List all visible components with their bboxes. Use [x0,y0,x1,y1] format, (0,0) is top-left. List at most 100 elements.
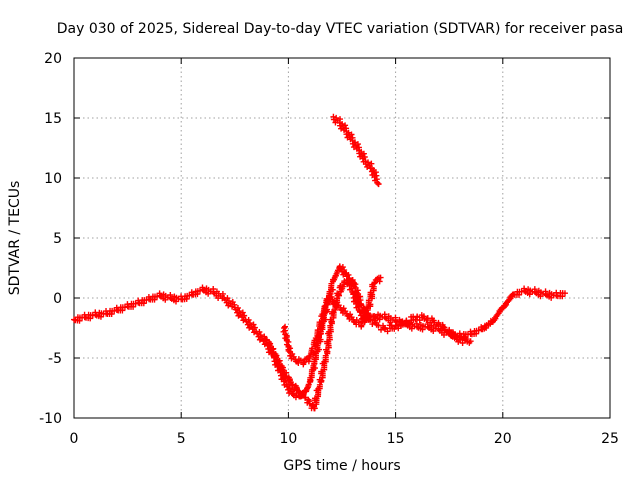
data-marker [348,131,355,138]
data-marker [329,286,336,293]
data-marker [306,400,313,407]
data-marker [321,303,328,310]
data-point [561,290,568,297]
data-marker [351,283,358,290]
data-marker [295,388,302,395]
x-axis-label: GPS time / hours [283,458,400,474]
data-marker [496,308,503,315]
data-marker [313,395,320,402]
data-marker [339,283,346,290]
data-marker [257,332,264,339]
gridlines [74,58,610,418]
data-marker [130,303,137,310]
data-marker [266,342,273,349]
data-marker [151,296,158,303]
data-marker [282,373,289,380]
data-marker [314,327,321,334]
data-marker [251,324,258,331]
data-marker [318,378,325,385]
data-marker [328,318,335,325]
x-tick-label: 15 [387,431,405,447]
axis-ticks: 0 5 10 15 20 25 -10 -5 0 5 10 15 20 [39,51,619,447]
x-tick-label: 20 [494,431,512,447]
data-marker [319,311,326,318]
data-marker [256,328,263,335]
series-3 [280,274,384,368]
data-marker [353,289,360,296]
data-marker [308,366,315,373]
x-tick-label: 10 [279,431,297,447]
series-1 [71,263,568,401]
data-marker [503,301,510,308]
data-marker [183,295,190,302]
y-axis-label: SDTVAR / TECUs [7,181,23,296]
data-marker [247,320,254,327]
data-marker [321,358,328,365]
data-marker [367,301,374,308]
data-marker [312,335,319,342]
data-marker [325,338,332,345]
data-marker [328,293,335,300]
data-marker [463,336,470,343]
x-tick-label: 5 [177,431,186,447]
data-marker [342,269,349,276]
data-marker [140,300,147,307]
data-marker [305,396,312,403]
y-tick-label: 20 [44,51,62,67]
data-marker [234,304,241,311]
data-marker [365,297,372,304]
data-marker [287,385,294,392]
data-marker [245,316,252,323]
data-marker [360,150,367,157]
series-4 [330,113,382,188]
y-tick-label: -10 [39,411,62,427]
data-marker [358,320,365,327]
data-marker [441,324,448,331]
data-marker [344,281,351,288]
data-marker [316,331,323,338]
data-marker [311,405,318,412]
data-marker [341,267,348,274]
data-marker [366,316,373,323]
data-marker [286,377,293,384]
data-marker [310,349,317,356]
data-marker [315,385,322,392]
data-marker [362,317,369,324]
data-marker [250,321,257,328]
data-marker [307,374,314,381]
data-point [377,274,384,281]
data-marker [446,328,453,335]
data-marker [292,382,299,389]
data-marker [406,320,412,327]
data-marker [261,333,268,340]
data-marker [372,279,379,286]
data-marker [483,324,490,331]
data-marker [369,291,376,298]
data-marker [326,328,333,335]
data-point [371,280,378,287]
data-marker [451,331,458,338]
data-marker [339,121,346,127]
data-marker [345,129,352,136]
data-marker [279,366,286,373]
series-2 [263,275,474,412]
data-marker [430,317,437,324]
data-marker [327,290,334,297]
data-marker [304,385,311,392]
data-marker [285,347,292,354]
data-marker [376,278,383,285]
data-marker [457,336,464,343]
data-marker [351,139,358,146]
data-marker [395,325,402,332]
data-marker [318,321,325,328]
data-marker [473,330,480,337]
y-tick-label: 0 [53,291,62,307]
data-marker [332,273,339,280]
x-tick-label: 25 [601,431,619,447]
data-marker [241,312,248,319]
data-marker [492,315,499,322]
data-marker [559,293,566,300]
data-marker [360,304,367,311]
data-marker [335,292,342,299]
